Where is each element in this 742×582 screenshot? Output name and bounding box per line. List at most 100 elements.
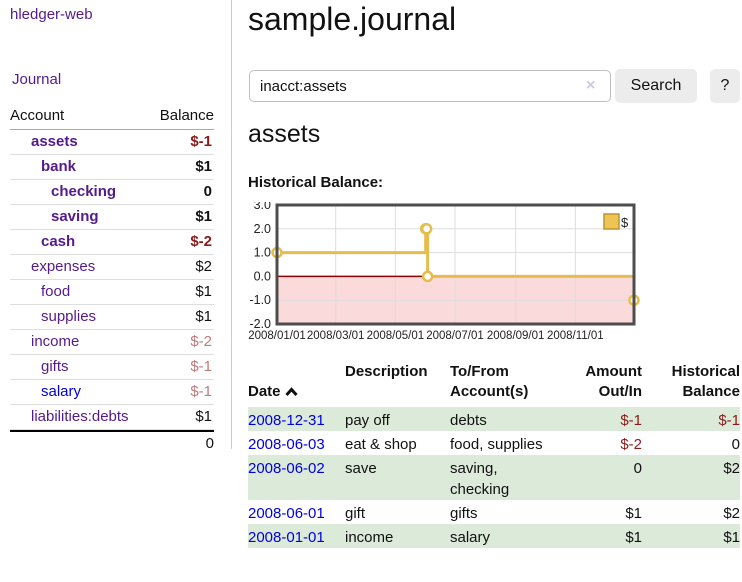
transaction-accounts: food, supplies: [450, 436, 543, 453]
register-header-accounts: To/From Account(s): [450, 363, 529, 400]
chart-title: Historical Balance:: [248, 174, 384, 191]
account-row: income $-2: [10, 330, 214, 355]
svg-text:2008/07/01: 2008/07/01: [426, 330, 484, 342]
account-row: expenses $2: [10, 255, 214, 280]
account-balance: $-1: [190, 383, 212, 400]
accounts-header-account: Account: [10, 107, 65, 124]
account-balance: $1: [195, 208, 212, 225]
sidebar-account-link[interactable]: salary: [41, 383, 82, 400]
transaction-accounts: debts: [450, 412, 487, 429]
svg-text:2008/05/01: 2008/05/01: [367, 330, 425, 342]
svg-text:2008/09/01: 2008/09/01: [487, 330, 545, 342]
transaction-description: gift: [345, 505, 366, 522]
transaction-description: save: [345, 460, 377, 477]
register-header-description: Description: [345, 363, 428, 380]
accounts-table: Account Balance assets $-1 bank $1 checking 0…: [10, 103, 214, 456]
account-balance: $-2: [190, 333, 212, 350]
register-row: 2008-12-31 pay off debts $-1 $-1: [248, 407, 740, 431]
svg-text:2008/03/01: 2008/03/01: [307, 330, 365, 342]
account-row: supplies $1: [10, 305, 214, 330]
svg-text:2008/11/01: 2008/11/01: [547, 330, 604, 342]
account-row: assets $-1: [10, 130, 214, 155]
account-balance: 0: [203, 183, 212, 200]
transaction-date-link[interactable]: 2008-12-31: [248, 412, 325, 429]
transaction-balance: $2: [723, 505, 740, 522]
sidebar-account-link[interactable]: bank: [41, 158, 77, 175]
sidebar-account-link[interactable]: expenses: [31, 258, 96, 275]
account-row: salary $-1: [10, 380, 214, 405]
transaction-amount: $-2: [620, 436, 642, 453]
account-balance: $1: [195, 308, 212, 325]
sidebar-account-link[interactable]: income: [31, 333, 80, 350]
sidebar-account-link[interactable]: liabilities:debts: [31, 408, 129, 425]
sidebar-account-link[interactable]: supplies: [41, 308, 97, 325]
account-row: bank $1: [10, 155, 214, 180]
svg-text:2008/01/01: 2008/01/01: [248, 330, 306, 342]
transaction-amount: $1: [625, 505, 642, 522]
account-balance: $-2: [190, 233, 212, 250]
accounts-table-header: Account Balance: [10, 103, 214, 130]
transaction-description: income: [345, 529, 394, 546]
svg-text:2.0: 2.0: [254, 222, 271, 236]
transaction-date-link[interactable]: 2008-06-03: [248, 436, 325, 453]
register-table: Date Description To/From Account(s) Amou…: [248, 362, 740, 548]
transaction-balance: $-1: [718, 412, 740, 429]
register-header-row: Date Description To/From Account(s) Amou…: [248, 362, 740, 407]
accounts-header-balance: Balance: [159, 107, 214, 124]
svg-text:$: $: [621, 215, 629, 230]
account-row: food $1: [10, 280, 214, 305]
transaction-date-link[interactable]: 2008-06-02: [248, 460, 325, 477]
account-balance: $-1: [190, 133, 212, 150]
account-balance: $-1: [190, 358, 212, 375]
transaction-description: eat & shop: [345, 436, 417, 453]
transaction-accounts: saving, checking: [450, 460, 510, 498]
transaction-amount: 0: [633, 460, 642, 477]
transaction-date-link[interactable]: 2008-06-01: [248, 505, 325, 522]
chevron-up-icon: [284, 383, 298, 403]
svg-text:3.0: 3.0: [254, 202, 271, 212]
register-table-body: 2008-12-31 pay off debts $-1 $-1 2008-06-03 ea…: [248, 407, 740, 548]
help-button[interactable]: ?: [710, 69, 740, 103]
svg-text:1.0: 1.0: [254, 246, 271, 260]
register-row: 2008-01-01 income salary $1 $1: [248, 524, 740, 548]
account-balance: $1: [195, 158, 212, 175]
accounts-total-row: 0: [10, 430, 214, 456]
account-row: gifts $-1: [10, 355, 214, 380]
sidebar-account-link[interactable]: checking: [51, 183, 117, 200]
register-row: 2008-06-03 eat & shop food, supplies $-2 0: [248, 431, 740, 455]
svg-text:-1.0: -1.0: [249, 293, 271, 307]
register-row: 2008-06-02 save saving, checking 0 $2: [248, 455, 740, 500]
sidebar-item-journal[interactable]: Journal: [12, 71, 62, 88]
transaction-balance: $2: [723, 460, 740, 477]
sidebar-divider: [231, 0, 232, 449]
register-header-date[interactable]: Date: [248, 362, 345, 403]
transaction-accounts: gifts: [450, 505, 478, 522]
transaction-amount: $1: [625, 529, 642, 546]
transaction-accounts: salary: [450, 529, 491, 546]
accounts-total-value: 0: [205, 435, 214, 452]
account-row: liabilities:debts $1: [10, 405, 214, 430]
transaction-date-link[interactable]: 2008-01-01: [248, 529, 325, 546]
historical-balance-chart: 3.0 2.0 1.0 0.0 -1.0 -2.0 2008/01/01 2008/03/01…: [246, 198, 642, 344]
account-balance: $2: [195, 258, 212, 275]
search-input[interactable]: [249, 70, 611, 102]
sidebar-account-link[interactable]: food: [41, 283, 71, 300]
svg-text:0.0: 0.0: [254, 269, 271, 283]
sidebar-account-link[interactable]: assets: [31, 133, 78, 150]
register-header-balance: Historical Balance: [671, 363, 740, 400]
page-title: sample.journal: [248, 1, 457, 37]
transaction-balance: $1: [723, 529, 740, 546]
app-brand-link[interactable]: hledger-web: [10, 6, 93, 23]
sidebar-account-link[interactable]: saving: [51, 208, 99, 225]
sidebar-account-link[interactable]: cash: [41, 233, 76, 250]
transaction-balance: 0: [731, 436, 740, 453]
transaction-description: pay off: [345, 412, 390, 429]
clear-search-icon[interactable]: ×: [586, 77, 596, 94]
sidebar-account-link[interactable]: gifts: [41, 358, 69, 375]
account-balance: $1: [195, 283, 212, 300]
search-button[interactable]: Search: [615, 69, 697, 103]
account-balance: $1: [195, 408, 212, 425]
account-row: checking 0: [10, 180, 214, 205]
